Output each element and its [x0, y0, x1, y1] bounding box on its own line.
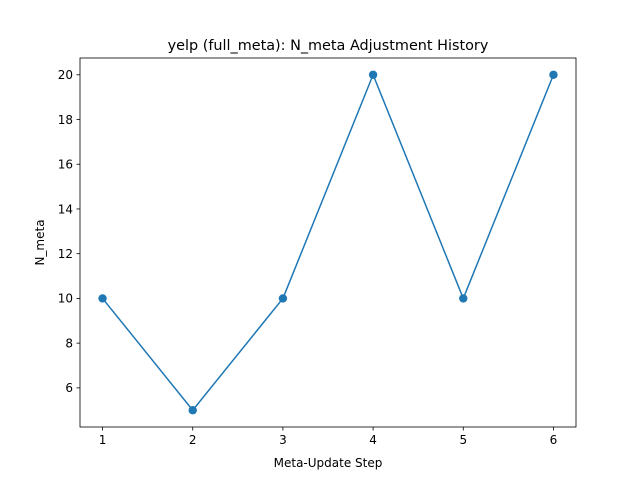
x-tick-label: 2 — [189, 433, 197, 447]
data-point — [278, 294, 288, 303]
y-tick-label: 8 — [65, 336, 73, 350]
series-line — [101, 74, 555, 411]
x-tick-label: 4 — [369, 433, 377, 447]
y-tick-label: 14 — [58, 202, 73, 216]
data-point — [188, 406, 197, 415]
y-tick-label: 10 — [58, 292, 73, 306]
y-tick-label: 20 — [58, 68, 73, 82]
x-tick-label: 5 — [459, 433, 467, 447]
y-tick-label: 18 — [58, 113, 73, 127]
data-point — [459, 294, 468, 303]
data-point — [549, 70, 558, 79]
x-tick-label: 3 — [279, 433, 287, 447]
chart-title: yelp (full_meta): N_meta Adjustment Hist… — [168, 38, 489, 54]
series-layer — [98, 70, 558, 415]
x-axis-label: Meta-Update Step — [274, 456, 383, 470]
data-point — [98, 294, 107, 303]
y-tick-label: 16 — [58, 158, 73, 172]
plot-frame — [79, 57, 577, 428]
y-tick-label: 6 — [65, 381, 73, 395]
plot-area — [80, 58, 576, 427]
x-tick-label: 6 — [550, 433, 558, 447]
x-tick-label: 1 — [99, 433, 107, 447]
data-point — [368, 70, 378, 79]
y-axis-label: N_meta — [33, 219, 47, 265]
y-tick-label: 12 — [58, 247, 73, 261]
